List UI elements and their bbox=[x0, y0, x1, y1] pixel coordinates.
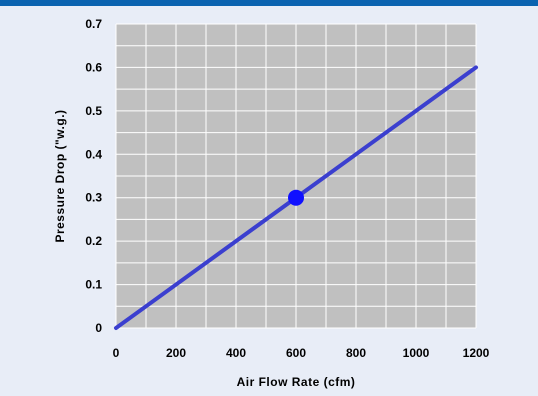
y-tick-label: 0.2 bbox=[85, 234, 102, 248]
y-tick-label: 0.6 bbox=[85, 60, 102, 74]
x-tick-label: 0 bbox=[113, 346, 120, 360]
x-tick-label: 400 bbox=[226, 346, 246, 360]
highlight-point bbox=[288, 189, 304, 206]
y-tick-labels: 0 0.1 0.2 0.3 0.4 0.5 0.6 0.7 bbox=[85, 17, 102, 335]
x-tick-label: 800 bbox=[346, 346, 366, 360]
x-tick-label: 1000 bbox=[403, 346, 430, 360]
series-layer bbox=[114, 65, 478, 330]
top-accent-bar bbox=[0, 0, 538, 6]
y-tick-label: 0.4 bbox=[85, 147, 102, 161]
x-axis-title: Air Flow Rate (cfm) bbox=[237, 375, 356, 389]
x-tick-label: 200 bbox=[166, 346, 186, 360]
x-tick-label: 600 bbox=[286, 346, 306, 360]
y-tick-label: 0.5 bbox=[85, 104, 102, 118]
y-tick-label: 0.7 bbox=[85, 17, 102, 31]
y-tick-label: 0 bbox=[95, 321, 102, 335]
y-axis-title: Pressure Drop ("w.g.) bbox=[53, 109, 67, 242]
x-tick-labels: 0 200 400 600 800 1000 1200 bbox=[113, 346, 490, 360]
y-tick-label: 0.3 bbox=[85, 191, 102, 205]
x-tick-label: 1200 bbox=[463, 346, 490, 360]
y-tick-label: 0.1 bbox=[85, 278, 102, 292]
